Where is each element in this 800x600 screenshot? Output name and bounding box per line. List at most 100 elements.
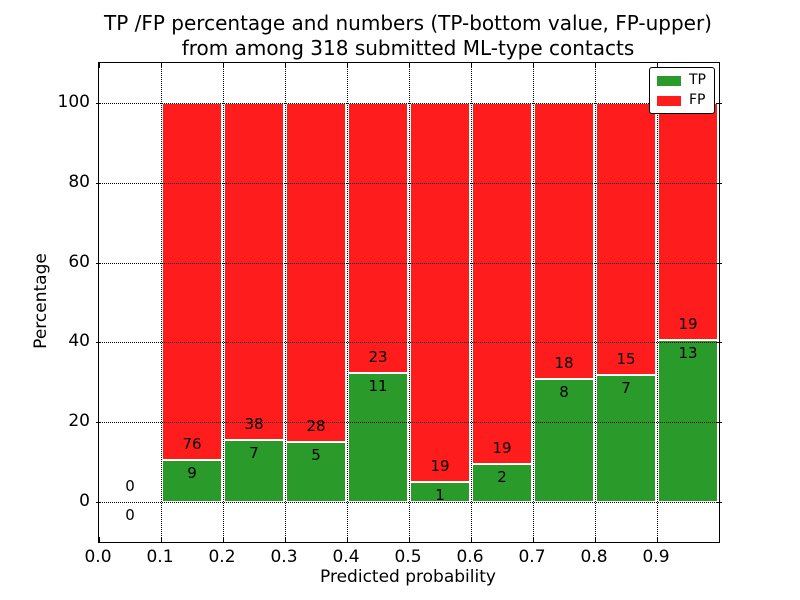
legend-label: TP <box>689 72 706 88</box>
y-tick-mark <box>717 342 722 344</box>
x-tick-mark <box>595 537 596 542</box>
x-tick-mark <box>223 63 224 68</box>
v-gridline <box>533 63 534 542</box>
legend: TP FP <box>649 67 715 114</box>
plot-area: TP FP 0 0 76 9 38 7 28 5 23 11 19 1 19 2 18 8 15 7 19 13 <box>96 62 722 543</box>
legend-label: FP <box>689 92 706 108</box>
bar-label-fp-count: 28 <box>306 416 326 435</box>
v-gridline <box>409 63 410 542</box>
x-tick-mark <box>471 537 472 542</box>
bar-segment-tp <box>224 439 284 503</box>
bar-segment-fp <box>162 102 222 460</box>
y-tick-label: 60 <box>68 251 90 272</box>
y-tick-mark <box>717 182 722 184</box>
x-tick-mark <box>657 537 658 542</box>
y-tick-mark <box>96 182 101 184</box>
v-gridline <box>595 63 596 542</box>
x-tick-mark <box>223 537 224 542</box>
bar-label-fp-count: 15 <box>616 350 636 369</box>
bar-label-tp-count: 2 <box>497 468 507 487</box>
v-gridline <box>657 63 658 542</box>
bar-segment-fp <box>472 102 532 465</box>
x-tick-mark <box>99 63 100 68</box>
y-tick-mark <box>96 262 101 264</box>
bar-label-tp-count: 13 <box>678 343 698 362</box>
v-gridline <box>471 63 472 542</box>
bar-label-fp-count: 19 <box>678 314 698 333</box>
y-tick-label: 40 <box>68 331 90 352</box>
x-tick-label: 0.2 <box>208 547 236 567</box>
bar-label-fp-count: 76 <box>182 434 202 453</box>
legend-entry: FP <box>657 93 706 108</box>
bar-segment-tp <box>348 372 408 503</box>
v-gridline <box>347 63 348 542</box>
bar-segment-fp <box>596 102 656 376</box>
x-tick-mark <box>533 537 534 542</box>
y-tick-mark <box>717 422 722 424</box>
bar-segment-tp <box>286 441 346 503</box>
x-axis-label: Predicted probability <box>320 567 496 587</box>
x-tick-mark <box>285 63 286 68</box>
x-tick-mark <box>595 63 596 68</box>
x-tick-label: 0.0 <box>84 547 112 567</box>
y-tick-mark <box>717 262 722 264</box>
bar-label-fp-count: 19 <box>430 457 450 476</box>
x-tick-mark <box>409 537 410 542</box>
bar-label-fp-count: 18 <box>554 354 574 373</box>
x-tick-mark <box>347 63 348 68</box>
bar-label-fp-count: 38 <box>244 414 264 433</box>
bar-segment-tp <box>162 459 222 503</box>
bar-segment-tp <box>596 375 656 503</box>
y-tick-mark <box>96 422 101 424</box>
bar-label-tp-count: 5 <box>311 445 321 464</box>
v-gridline <box>285 63 286 542</box>
y-tick-mark <box>717 502 722 504</box>
bar-label-tp-count: 8 <box>559 383 569 402</box>
bar-label-tp-count: 1 <box>435 486 445 505</box>
x-tick-mark <box>99 537 100 542</box>
bar-label-fp-count: 19 <box>492 439 512 458</box>
x-tick-label: 0.6 <box>456 547 484 567</box>
v-gridline <box>161 63 162 542</box>
y-tick-label: 0 <box>79 491 90 512</box>
bar-label-tp-count: 9 <box>187 463 197 482</box>
y-tick-mark <box>96 102 101 104</box>
x-tick-mark <box>471 63 472 68</box>
x-tick-label: 0.8 <box>580 547 608 567</box>
bar-segment-fp <box>348 102 408 373</box>
bar-segment-fp <box>286 102 346 442</box>
bar-segment-fp <box>410 102 470 483</box>
tp-color-swatch <box>657 75 681 86</box>
x-tick-label: 0.3 <box>270 547 298 567</box>
x-tick-label: 0.4 <box>332 547 360 567</box>
x-tick-mark <box>161 63 162 68</box>
y-tick-label: 100 <box>57 91 90 112</box>
bar-segment-fp <box>534 102 594 380</box>
x-tick-mark <box>285 537 286 542</box>
bar-segment-tp <box>472 464 532 503</box>
legend-entry: TP <box>657 73 706 88</box>
chart-title-line1: TP /FP percentage and numbers (TP-bottom… <box>104 11 712 35</box>
bar-label-tp-count: 7 <box>621 379 631 398</box>
bar-segment-fp <box>658 102 718 340</box>
y-tick-mark <box>96 502 101 504</box>
y-tick-mark <box>96 342 101 344</box>
bar-segment-tp <box>410 482 470 503</box>
bar-label-tp-count: 11 <box>368 376 388 395</box>
bar-label-fp-count: 23 <box>368 347 388 366</box>
x-tick-label: 0.9 <box>642 547 670 567</box>
x-tick-label: 0.7 <box>518 547 546 567</box>
x-tick-mark <box>409 63 410 68</box>
bar-label-fp-count: 0 <box>125 477 135 496</box>
x-tick-mark <box>657 63 658 68</box>
x-tick-label: 0.5 <box>394 547 422 567</box>
x-tick-mark <box>347 537 348 542</box>
y-tick-mark <box>717 102 722 104</box>
y-tick-label: 80 <box>68 171 90 192</box>
x-tick-mark <box>533 63 534 68</box>
bar-segment-tp <box>658 339 718 503</box>
y-tick-label: 20 <box>68 411 90 432</box>
chart-title-line2: from among 318 submitted ML-type contact… <box>181 36 635 60</box>
bar-segment-tp <box>534 379 594 503</box>
